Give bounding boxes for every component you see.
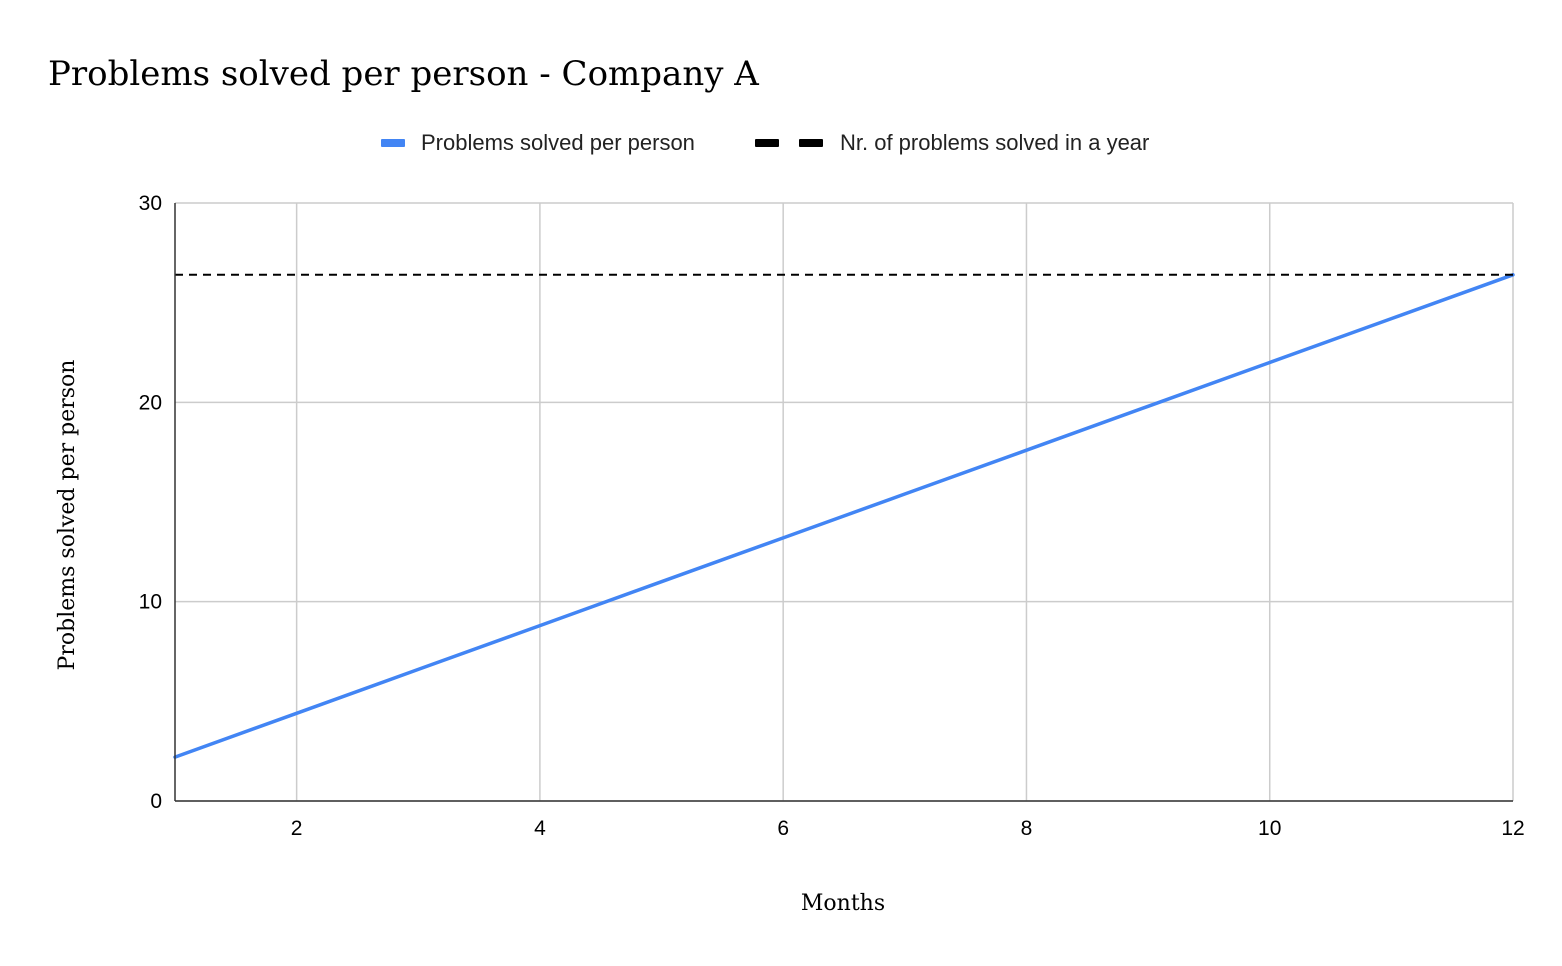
legend-swatch-series-2-b	[799, 139, 823, 147]
series-layer	[173, 273, 1515, 759]
y-tick-label: 0	[150, 790, 162, 813]
x-tick-label: 2	[291, 817, 303, 840]
axes	[174, 203, 1513, 802]
series-line-1	[173, 273, 1515, 759]
chart-title: Problems solved per person - Company A	[48, 54, 759, 94]
x-tick-label: 4	[534, 817, 546, 840]
y-tick-label: 10	[139, 591, 162, 614]
x-tick-label: 10	[1258, 817, 1281, 840]
legend-swatch-series-2-a	[755, 139, 779, 147]
x-tick-label: 12	[1501, 817, 1524, 840]
legend-swatch-series-1	[381, 139, 405, 147]
x-tick-label: 8	[1021, 817, 1033, 840]
legend-label-series-1: Problems solved per person	[421, 130, 695, 155]
y-tick-label: 30	[139, 192, 162, 215]
legend: Problems solved per person Nr. of proble…	[381, 130, 1149, 155]
y-tick-label: 20	[139, 391, 162, 414]
y-axis-title: Problems solved per person	[55, 360, 80, 671]
x-tick-label: 6	[777, 817, 789, 840]
tick-labels: 0 10 20 30 2 4 6 8 10 12	[139, 192, 1525, 840]
legend-label-series-2: Nr. of problems solved in a year	[840, 130, 1149, 155]
x-axis-title: Months	[801, 891, 885, 916]
grid	[175, 202, 1514, 802]
